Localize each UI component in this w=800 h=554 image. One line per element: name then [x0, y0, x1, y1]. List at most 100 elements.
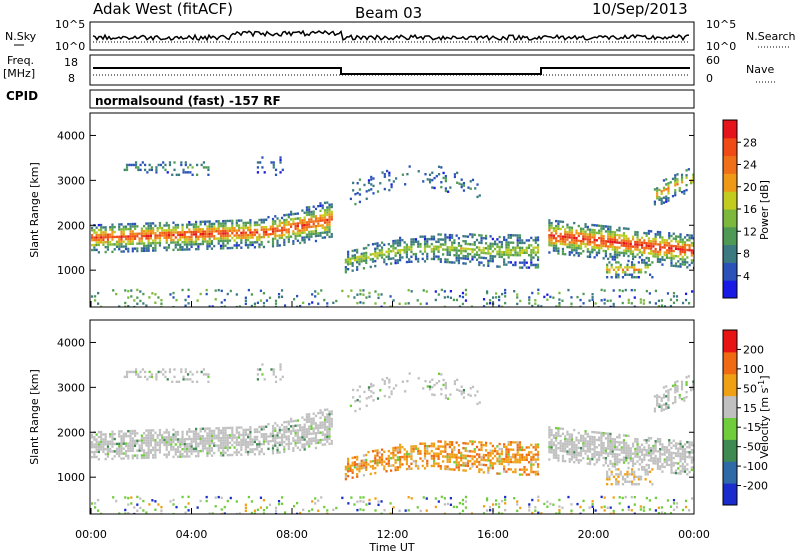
velocity-cell	[224, 436, 227, 440]
power-cell	[122, 230, 125, 233]
power-cell	[219, 247, 223, 250]
velocity-cell	[149, 449, 152, 452]
power-cell	[170, 238, 173, 242]
power-cell	[272, 163, 275, 167]
velocity-cell	[498, 502, 501, 506]
velocity-cell	[654, 457, 657, 460]
power-cell	[155, 171, 158, 174]
velocity-cell	[662, 386, 666, 389]
power-cell	[662, 189, 666, 192]
velocity-cell	[615, 478, 618, 481]
velocity-cell	[138, 446, 141, 450]
velocity-cell	[362, 459, 366, 462]
power-cell	[175, 298, 178, 302]
velocity-cell	[201, 434, 205, 438]
power-cell	[441, 243, 445, 246]
power-cell	[167, 234, 171, 237]
power-cell	[279, 156, 282, 159]
power-cell	[279, 161, 282, 164]
power-cell	[495, 292, 498, 295]
power-cell	[276, 239, 279, 242]
power-cell	[625, 252, 628, 255]
power-cell	[639, 301, 642, 304]
power-cell	[616, 241, 619, 244]
power-cell	[118, 235, 121, 239]
power-cell	[356, 301, 359, 305]
velocity-cell	[201, 444, 205, 448]
velocity-cell	[328, 415, 331, 418]
power-cell	[237, 236, 241, 240]
power-cell	[312, 215, 315, 218]
power-cell	[651, 276, 654, 279]
power-cell	[170, 231, 173, 234]
velocity-cell	[138, 439, 141, 442]
velocity-cell	[347, 474, 350, 478]
velocity-cell	[498, 455, 501, 458]
power-cell	[240, 226, 243, 230]
power-cell	[688, 244, 691, 247]
power-cell	[471, 250, 474, 254]
velocity-cell	[437, 440, 440, 443]
power-cell	[417, 240, 420, 243]
power-cell	[469, 187, 472, 190]
power-cell	[414, 255, 418, 258]
power-cell	[319, 231, 322, 235]
velocity-cell	[628, 473, 631, 476]
power-cell	[274, 234, 277, 238]
power-cell	[498, 248, 501, 251]
power-cell	[426, 245, 429, 248]
power-cell	[503, 236, 506, 239]
power-cell	[550, 234, 553, 237]
velocity-cell	[206, 437, 209, 440]
power-cell	[689, 181, 693, 185]
velocity-cell	[570, 436, 574, 439]
power-cell	[330, 205, 333, 209]
power-cell	[514, 246, 517, 249]
velocity-cell	[190, 445, 193, 448]
velocity-cell	[683, 460, 687, 463]
power-cell	[573, 241, 576, 245]
velocity-cell	[670, 466, 673, 469]
velocity-cell	[527, 461, 531, 464]
velocity-cell	[432, 454, 436, 458]
velocity-cell	[154, 438, 157, 442]
velocity-cell	[579, 437, 583, 440]
power-cell	[636, 233, 639, 237]
velocity-cell	[285, 420, 288, 424]
power-cell	[396, 261, 399, 265]
power-cell	[579, 244, 583, 248]
velocity-cell	[152, 453, 155, 457]
velocity-cell	[152, 446, 155, 449]
power-cell	[158, 224, 162, 227]
velocity-cell	[399, 465, 402, 469]
power-cell	[283, 243, 286, 247]
power-cell	[466, 257, 470, 261]
velocity-cell	[292, 449, 295, 452]
power-cell	[140, 249, 143, 253]
velocity-cell	[222, 441, 225, 445]
power-cell	[143, 232, 146, 235]
velocity-cell	[150, 373, 153, 376]
power-cell	[289, 210, 293, 214]
velocity-cell	[564, 445, 567, 448]
velocity-cell	[235, 428, 238, 432]
power-cell	[262, 233, 266, 236]
power-cell	[213, 227, 216, 231]
power-cell	[380, 246, 384, 249]
power-cell	[536, 256, 540, 259]
power-cell	[683, 192, 686, 195]
velocity-cell	[457, 456, 461, 459]
velocity-cell	[305, 413, 309, 416]
velocity-cell	[217, 434, 220, 437]
velocity-cell	[557, 459, 560, 462]
velocity-cell	[380, 458, 384, 461]
power-cell	[208, 245, 211, 248]
velocity-cell	[449, 393, 452, 396]
power-cell	[536, 243, 540, 247]
velocity-cell	[176, 433, 180, 436]
velocity-cell	[296, 434, 299, 437]
power-cell	[293, 298, 296, 301]
power-cell	[430, 247, 433, 251]
velocity-cell	[600, 436, 603, 440]
power-cell	[624, 266, 627, 269]
